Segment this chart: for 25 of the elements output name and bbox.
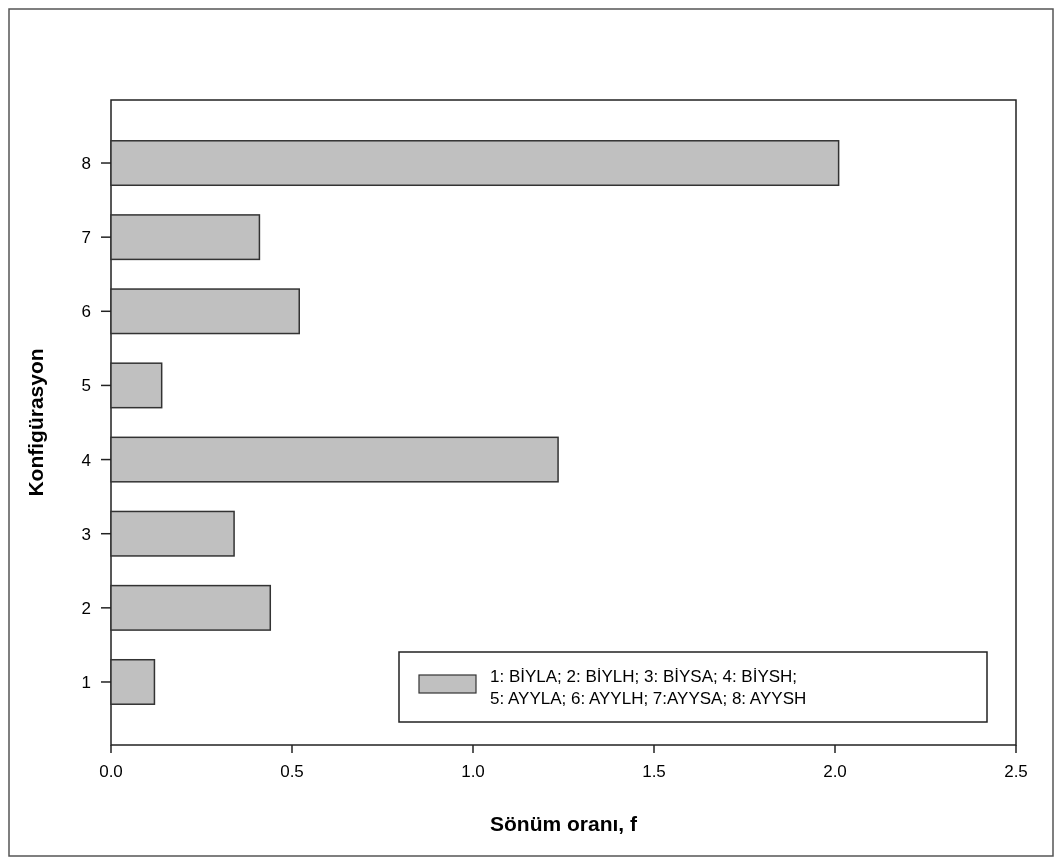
bar	[110, 584, 272, 631]
x-tick-label: 1.0	[461, 762, 485, 781]
y-tick-label: 6	[81, 302, 91, 322]
y-tick-label: 3	[81, 524, 91, 544]
x-tick-label: 2.5	[1004, 762, 1028, 781]
bar	[110, 288, 300, 335]
bar	[110, 510, 235, 557]
bar	[110, 140, 840, 187]
bar	[110, 658, 156, 705]
x-tick-label: 2.0	[823, 762, 847, 781]
x-tick-label: 0.0	[99, 762, 123, 781]
x-tick-label: 1.5	[642, 762, 666, 781]
y-axis-title: Konfigürasyon	[24, 348, 47, 497]
bar	[110, 436, 559, 483]
bar	[110, 362, 163, 409]
x-tick-label: 0.5	[280, 762, 304, 781]
legend-label: 1: BİYLA; 2: BİYLH; 3: BİYSA; 4: BİYSH; 5: AYYLA; 6: AYYLH; 7:AYYSA; 8: AYYSH	[490, 667, 807, 708]
y-tick-label: 4	[81, 450, 91, 470]
y-tick-label: 5	[81, 376, 91, 396]
y-tick-label: 2	[81, 598, 91, 618]
y-tick-label: 7	[81, 228, 91, 248]
bar	[110, 214, 261, 261]
y-tick-label: 8	[81, 154, 91, 174]
y-tick-label: 1	[81, 672, 91, 692]
x-axis-title: Sönüm oranı, f	[490, 812, 639, 835]
